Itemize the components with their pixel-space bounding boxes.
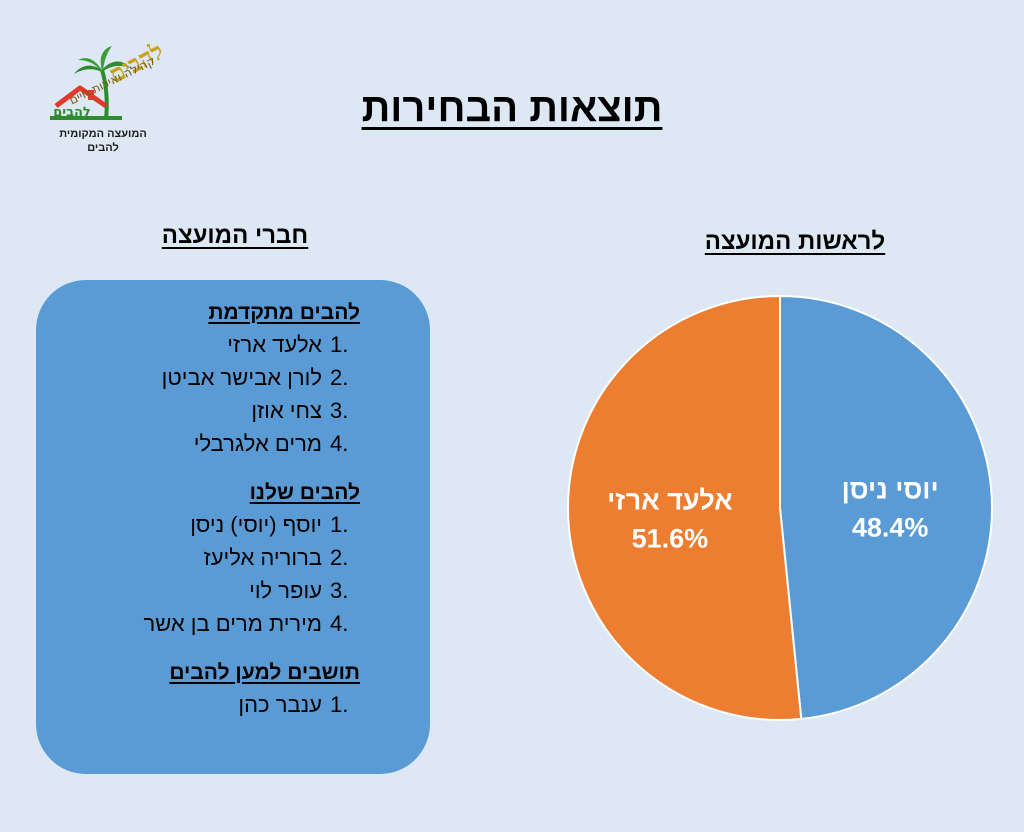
member-name: יוסף (יוסי) ניסן	[190, 512, 322, 537]
party-title: תושבים למען להבים	[169, 661, 360, 684]
head-section-title: לראשות המועצה	[704, 228, 886, 255]
pie-slice-name-label: יוסי ניסן	[842, 474, 939, 504]
member-number: 1.	[330, 332, 349, 357]
pie-slice-value-label: 48.4%	[852, 512, 929, 542]
member-number: 4.	[330, 431, 349, 456]
mayor-results-pie-chart: יוסי ניסן 48.4% אלעד ארזי 51.6%	[567, 294, 994, 721]
party-group: להבים שלנו 1. יוסף (יוסי) ניסן 2. ברוריה א…	[56, 478, 360, 640]
pie-slice-value-label: 51.6%	[632, 524, 709, 554]
member-name: אלעד ארזי	[227, 332, 322, 357]
member-item: 2. ברוריה אליעז	[56, 541, 360, 574]
party-group: להבים מתקדמת 1. אלעד ארזי 2. לורן אבישר אב…	[56, 298, 360, 460]
logo-subtitle-line1: המועצה המקומית	[59, 128, 147, 140]
member-item: 4. מירית מרים בן אשר	[56, 607, 360, 640]
member-item: 1. אלעד ארזי	[56, 328, 360, 361]
members-section-title: חברי המועצה	[161, 222, 309, 249]
council-logo: להבים להבים קהילה ואיכות חיים המועצה המק…	[28, 28, 178, 158]
party-title: להבים מתקדמת	[208, 301, 360, 324]
member-name: ענבר כהן	[238, 692, 322, 717]
member-name: עופר לוי	[249, 578, 322, 603]
party-title: להבים שלנו	[249, 481, 360, 504]
member-item: 3. צחי אוזן	[56, 394, 360, 427]
pie-slice-name-label: אלעד ארזי	[607, 486, 732, 516]
member-number: 1.	[330, 512, 349, 537]
member-item: 1. ענבר כהן	[56, 688, 360, 721]
pie-slice-0	[779, 294, 994, 721]
member-item: 2. לורן אבישר אביטן	[56, 361, 360, 394]
member-item: 4. מרים אלגרבלי	[56, 427, 360, 460]
council-members-panel: להבים מתקדמת 1. אלעד ארזי 2. לורן אבישר אב…	[36, 280, 430, 774]
member-name: ברוריה אליעז	[203, 545, 322, 570]
logo-sign-text: להבים	[53, 105, 91, 120]
member-item: 1. יוסף (יוסי) ניסן	[56, 508, 360, 541]
member-number: 4.	[330, 611, 349, 636]
member-name: מרים אלגרבלי	[193, 431, 322, 456]
logo-subtitle-line2: להבים	[87, 142, 119, 154]
member-name: לורן אבישר אביטן	[161, 365, 322, 390]
pie-slice-1	[567, 294, 803, 721]
member-number: 2.	[330, 545, 349, 570]
member-number: 3.	[330, 398, 349, 423]
member-name: מירית מרים בן אשר	[143, 611, 322, 636]
member-item: 3. עופר לוי	[56, 574, 360, 607]
member-number: 1.	[330, 692, 349, 717]
member-number: 2.	[330, 365, 349, 390]
logo-graphic: להבים להבים קהילה ואיכות חיים	[50, 36, 168, 121]
page-title: תוצאות הבחירות	[361, 86, 663, 130]
member-number: 3.	[330, 578, 349, 603]
party-group: תושבים למען להבים 1. ענבר כהן	[56, 658, 360, 721]
member-name: צחי אוזן	[251, 398, 322, 423]
